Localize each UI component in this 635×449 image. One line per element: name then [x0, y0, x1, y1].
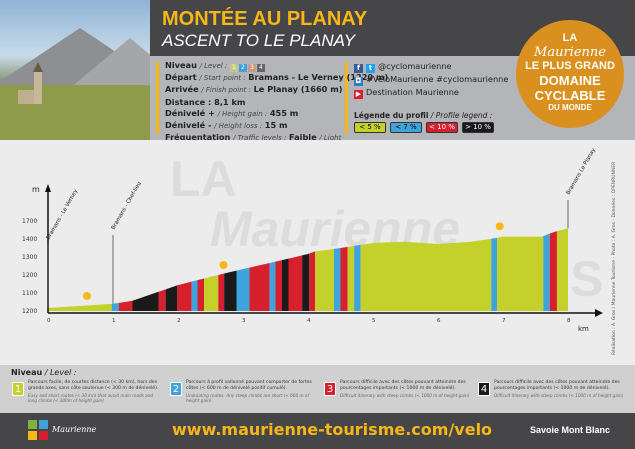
cyclist-icon [495, 222, 504, 231]
maurienne-cycling-logo: LA Maurienne LE PLUS GRAND DOMAINE CYCLABLE D… [516, 20, 624, 128]
profile-segment [497, 236, 544, 311]
profile-legend-title: Légende du profil / Profile legend : [354, 111, 493, 120]
profile-segment [491, 237, 498, 311]
divider [156, 62, 159, 134]
profile-segment [288, 255, 303, 311]
x-tick-label: 7 [502, 318, 506, 324]
maurienne-logo [28, 420, 48, 440]
x-tick-label: 3 [242, 318, 246, 324]
elevation-profile-chart: m km 0 1 2 3 4 5 6 7 8 1200 1100 1200 1300 1400 1700 Bram… [22, 147, 603, 333]
y-tick-label: 1200 [22, 308, 37, 315]
profile-segment [118, 300, 133, 311]
x-tick-label: 2 [177, 318, 181, 324]
profile-segment [347, 245, 355, 311]
profile-segment [556, 228, 568, 311]
twitter-icon: t [366, 64, 375, 73]
profile-segment [340, 246, 348, 311]
profile-segment [275, 260, 282, 311]
y-tick-label: 1100 [22, 290, 37, 297]
loss-row: Dénivelé - / Height loss : 15 m [165, 120, 288, 131]
profile-segment [249, 263, 270, 311]
instagram-icon: ◘ [354, 77, 363, 86]
profile-segment [334, 248, 341, 311]
profile-segment [543, 233, 550, 311]
traffic-row: Fréquentation / Traffic levels : Faible … [165, 132, 342, 143]
cyclist-icon [83, 291, 91, 300]
profile-segment [197, 278, 204, 311]
y-tick-label: 1300 [22, 254, 37, 261]
profile-segment [111, 302, 119, 311]
y-axis-label: m [32, 185, 40, 194]
x-tick-label: 0 [47, 318, 51, 324]
legend-chip: < 7 % [390, 122, 422, 133]
x-tick-label: 8 [567, 318, 571, 324]
profile-segment [191, 280, 198, 311]
profile-segment [236, 267, 250, 311]
waypoint-label: Bramans - Chef-lieu [111, 181, 143, 231]
x-tick-label: 6 [437, 318, 441, 324]
profile-segment [309, 251, 316, 311]
legend-chip: > 10 % [462, 122, 494, 133]
profile-segment [218, 273, 225, 311]
distance-row: Distance : 8,1 km [165, 96, 246, 107]
levels-panel: Niveau / Level : 1 Parcours facile, de co… [0, 365, 635, 413]
profile-segment [165, 285, 178, 311]
waypoint-label: Bramans Le Planay [566, 147, 598, 196]
social-youtube[interactable]: ▶ Destination Maurienne [354, 87, 459, 99]
profile-segment [269, 261, 276, 311]
x-tick-label: 1 [112, 318, 116, 324]
cyclist-icon [219, 261, 228, 269]
profile-segment [224, 270, 237, 311]
x-tick-label: 5 [372, 318, 376, 324]
gain-row: Dénivelé + / Height gain : 455 m [165, 107, 299, 118]
legend-chip: < 5 % [354, 122, 386, 133]
y-tick-label: 1200 [22, 272, 37, 279]
x-axis-label: km [578, 325, 589, 333]
finish-row: Arrivée / Finish point : Le Planay (1660… [165, 84, 343, 95]
youtube-icon: ▶ [354, 90, 363, 99]
waypoint-label: Bramans - Le Verney [46, 188, 80, 241]
profile-segment [302, 253, 310, 311]
footer: Maurienne www.maurienne-tourisme.com/vel… [0, 413, 635, 449]
profile-segment [315, 248, 334, 311]
profile-segment [158, 289, 166, 311]
website-link[interactable]: www.maurienne-tourisme.com/velo [172, 420, 493, 439]
church-icon [33, 62, 43, 104]
facebook-icon: f [354, 64, 363, 73]
start-row: Départ / Start point : Bramans - Le Vern… [165, 72, 389, 83]
x-axis-arrow [595, 309, 603, 317]
profile-segment [204, 274, 219, 311]
x-tick-label: 4 [307, 318, 311, 324]
profile-segment [549, 231, 557, 311]
savoie-mont-blanc-logo: Savoie Mont Blanc [530, 425, 611, 435]
profile-segment [354, 244, 361, 311]
page-subtitle: ASCENT TO LE PLANAY [162, 31, 356, 50]
social-hashtags[interactable]: ◘ #VeloMaurienne #cyclomaurienne [354, 74, 509, 86]
landscape-photo [0, 0, 150, 140]
brand-left: Maurienne [52, 425, 97, 434]
profile-segment [48, 303, 112, 311]
page-title: MONTÉE AU PLANAY [162, 8, 368, 30]
profile-segment [282, 258, 289, 311]
divider [345, 62, 348, 134]
profile-segment [177, 281, 192, 311]
social-handle[interactable]: f t @cyclomaurienne [354, 60, 508, 73]
y-axis-arrow [45, 184, 51, 192]
y-tick-label: 1400 [22, 236, 37, 243]
profile-segment [132, 291, 159, 311]
profile-segment [360, 238, 492, 311]
legend-chip: < 10 % [426, 122, 458, 133]
credit-text: Réalisation : A. Gros / Maurienne Touris… [612, 161, 617, 355]
y-tick-label: 1700 [22, 218, 37, 225]
